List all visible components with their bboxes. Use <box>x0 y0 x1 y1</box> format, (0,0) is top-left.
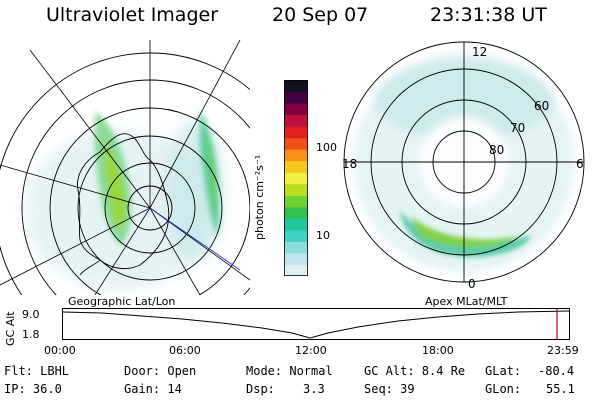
colorbar-band <box>284 252 308 265</box>
orbit-track <box>149 207 241 271</box>
colorbar-band <box>284 206 308 219</box>
status-glon-label: GLon: <box>485 382 522 396</box>
geographic-map <box>0 40 250 295</box>
status-door: Door: Open <box>124 364 197 378</box>
alt-strip-ymax: 9.0 <box>22 308 40 321</box>
x-tick-0600: 06:00 <box>169 344 201 357</box>
date-label: 20 Sep 07 <box>272 4 369 26</box>
lat-label-80: 80 <box>489 143 504 157</box>
colorbar <box>284 80 308 276</box>
mlt-label-6: 6 <box>576 157 584 171</box>
alt-strip-ylabel: GC Alt <box>4 311 17 346</box>
x-tick-1200: 12:00 <box>295 344 327 357</box>
colorbar-band <box>284 80 308 93</box>
status-glat-label: GLat: <box>485 364 522 378</box>
mlt-label-0: 0 <box>468 277 476 291</box>
status-dsp-value: 3.3 <box>303 382 325 396</box>
status-glon-value: 55.1 <box>546 382 575 396</box>
colorbar-band <box>284 149 308 162</box>
colorbar-band <box>284 195 308 208</box>
coastline <box>77 133 170 270</box>
x-tick-0000: 00:00 <box>44 344 76 357</box>
status-flt: Flt: LBHL <box>4 364 70 378</box>
lat-label-60: 60 <box>534 99 549 113</box>
colorbar-band <box>284 264 308 276</box>
apex-mlt-lines <box>344 42 584 282</box>
colorbar-tick-10: 10 <box>316 229 330 242</box>
lat-label-70: 70 <box>510 121 525 135</box>
colorbar-band <box>284 241 308 254</box>
colorbar-band <box>284 183 308 196</box>
colorbar-band <box>284 160 308 173</box>
geographic-caption: Geographic Lat/Lon <box>68 295 176 308</box>
colorbar-band <box>284 218 308 231</box>
status-seq: Seq: 39 <box>364 382 415 396</box>
apex-aurora-oval <box>400 210 530 257</box>
colorbar-band <box>284 172 308 185</box>
x-tick-1800: 18:00 <box>422 344 454 357</box>
status-glat-value: -80.4 <box>538 364 575 378</box>
status-ip: IP: 36.0 <box>4 382 62 396</box>
status-mode: Mode: Normal <box>246 364 333 378</box>
alt-strip-ymin: 1.8 <box>22 328 40 341</box>
colorbar-band <box>284 126 308 139</box>
time-label: 23:31:38 UT <box>430 4 547 26</box>
mlt-label-12: 12 <box>472 45 487 59</box>
colorbar-band <box>284 137 308 150</box>
colorbar-band <box>284 114 308 127</box>
apex-polar-plot: 12 18 6 0 60 70 80 <box>342 41 585 291</box>
colorbar-band <box>284 91 308 104</box>
colorbar-band <box>284 229 308 242</box>
status-dsp-label: Dsp: <box>246 382 275 396</box>
instrument-title: Ultraviolet Imager <box>46 4 219 26</box>
geo-aurora-arc <box>95 110 220 245</box>
status-gain: Gain: 14 <box>124 382 182 396</box>
altitude-curve <box>62 310 570 339</box>
colorbar-band <box>284 103 308 116</box>
status-gc-alt: GC Alt: 8.4 Re <box>364 364 466 378</box>
altitude-strip-plot <box>62 308 570 340</box>
colorbar-unit-label: photon cm⁻²s⁻¹ <box>253 154 266 240</box>
apex-caption: Apex MLat/MLT <box>425 295 508 308</box>
colorbar-tick-100: 100 <box>316 141 337 154</box>
mlt-label-18: 18 <box>342 157 357 171</box>
x-tick-2359: 23:59 <box>547 344 579 357</box>
